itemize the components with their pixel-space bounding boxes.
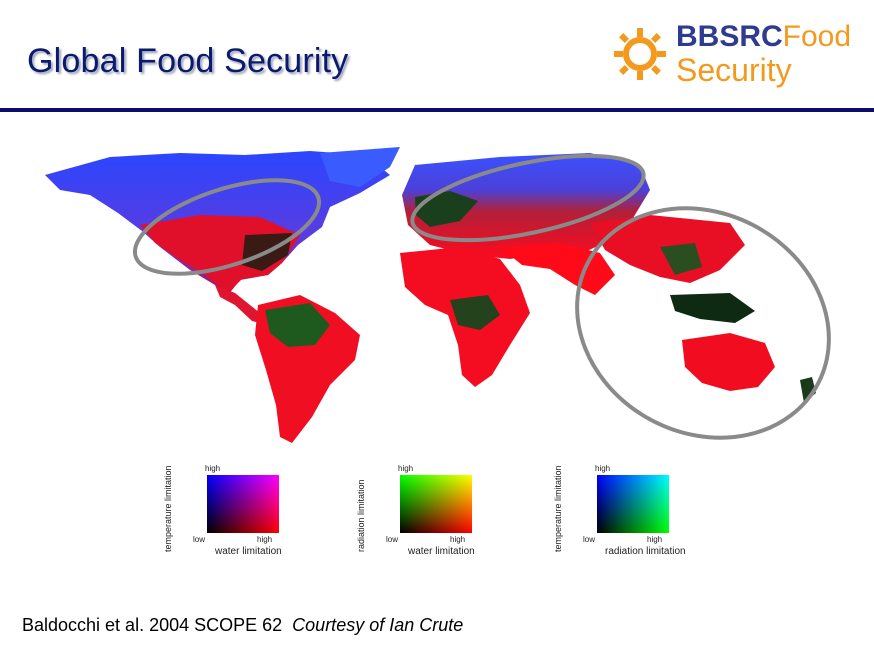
bbsrc-food-security-logo: BBSRCFood Security bbox=[612, 18, 868, 94]
legend-y-label: temperature limitation bbox=[553, 465, 563, 552]
new-zealand-region bbox=[800, 377, 816, 403]
china-east-forest bbox=[660, 243, 702, 275]
legend-temperature-water: temperature limitation high low high wat… bbox=[163, 450, 355, 560]
logo-word-security: Security bbox=[676, 52, 792, 88]
legend-high-label: high bbox=[595, 464, 611, 473]
legend-low-label: low bbox=[386, 535, 399, 544]
greenland-region bbox=[320, 147, 400, 187]
caption-courtesy: Courtesy of Ian Crute bbox=[292, 615, 464, 635]
caption-citation: Baldocchi et al. 2004 SCOPE 62 bbox=[22, 615, 283, 635]
amazon-forest bbox=[265, 303, 330, 347]
legend-temperature-radiation: temperature limitation high low high rad… bbox=[553, 450, 745, 560]
world-limitation-map bbox=[45, 147, 831, 443]
legend-x-label: water limitation bbox=[215, 546, 282, 557]
logo-word-food: Food bbox=[782, 20, 852, 53]
legend-x-label: water limitation bbox=[408, 546, 475, 557]
legend-high-label: high bbox=[205, 464, 221, 473]
legend-color-square bbox=[597, 475, 669, 533]
central-america-region bbox=[215, 285, 268, 325]
legend-x-high-label: high bbox=[450, 535, 466, 544]
legend-low-label: low bbox=[583, 535, 596, 544]
slide-title: Global Food Security bbox=[27, 42, 349, 80]
australia-region bbox=[682, 333, 775, 391]
legend-x-label: radiation limitation bbox=[605, 546, 686, 557]
logo-brand: BBSRC bbox=[676, 20, 783, 53]
legend-x-high-label: high bbox=[647, 535, 663, 544]
europe-highlight-circle bbox=[410, 153, 646, 243]
asia-pacific-highlight-circle bbox=[575, 206, 831, 440]
title-divider bbox=[0, 108, 874, 112]
legend-x-high-label: high bbox=[257, 535, 273, 544]
north-america-highlight-circle bbox=[132, 178, 322, 276]
legend-y-label: temperature limitation bbox=[163, 465, 173, 552]
europe-forest bbox=[415, 191, 478, 227]
central-africa-forest bbox=[450, 295, 500, 330]
southeast-asia-islands bbox=[670, 293, 755, 323]
legend-color-square bbox=[207, 475, 279, 533]
legend-y-label: radiation limitation bbox=[356, 479, 366, 552]
source-caption: Baldocchi et al. 2004 SCOPE 62 Courtesy … bbox=[22, 615, 463, 636]
legend-high-label: high bbox=[398, 464, 414, 473]
middle-east-region bbox=[500, 243, 615, 295]
legend-radiation-water: radiation limitation high low high water… bbox=[356, 450, 548, 560]
legend-low-label: low bbox=[193, 535, 206, 544]
sun-gear-icon bbox=[614, 28, 666, 80]
legend-color-square bbox=[400, 475, 472, 533]
